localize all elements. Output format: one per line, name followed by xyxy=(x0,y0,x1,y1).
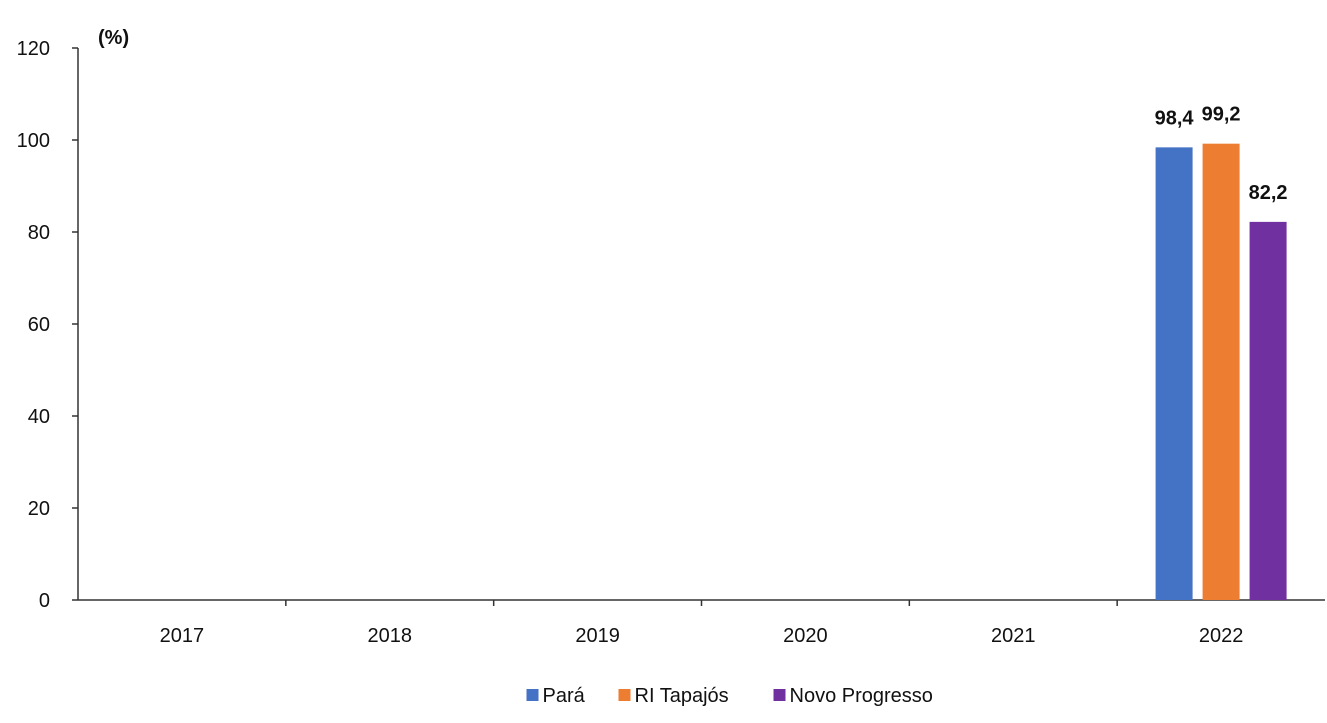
x-category-label: 2021 xyxy=(991,625,1036,647)
axes: (%) xyxy=(77,27,1325,601)
bars xyxy=(1155,143,1287,601)
legend-swatch xyxy=(618,689,631,701)
y-axis-unit-label: (%) xyxy=(98,27,129,49)
legend-label: RI Tapajós xyxy=(635,685,729,707)
data-label: 82,2 xyxy=(1249,182,1288,204)
bar-par--2022 xyxy=(1155,147,1193,601)
x-ticks: 2017 2018 2019 2020 2021 2022 xyxy=(160,600,1244,647)
legend-swatch xyxy=(773,689,786,701)
legend: Pará RI Tapajós Novo Progresso xyxy=(526,685,933,707)
legend-label: Novo Progresso xyxy=(790,685,933,707)
y-tick-label: 100 xyxy=(17,130,50,152)
x-category-label: 2020 xyxy=(783,625,828,647)
x-category-label: 2019 xyxy=(575,625,620,647)
y-tick-label: 60 xyxy=(28,314,50,336)
y-tick-label: 0 xyxy=(39,590,50,612)
legend-swatch xyxy=(526,689,539,701)
y-tick-label: 20 xyxy=(28,498,50,520)
data-label: 99,2 xyxy=(1202,104,1241,126)
y-tick-label: 40 xyxy=(28,406,50,428)
y-tick-label: 80 xyxy=(28,222,50,244)
data-label: 98,4 xyxy=(1155,107,1195,129)
y-ticks: 0 20 40 60 80 100 120 xyxy=(17,38,78,612)
x-category-label: 2022 xyxy=(1199,625,1244,647)
legend-label: Pará xyxy=(543,685,586,707)
bar-novo-progresso-2022 xyxy=(1249,221,1287,600)
x-category-label: 2017 xyxy=(160,625,205,647)
bar-ri-tapaj-s-2022 xyxy=(1202,143,1240,600)
data-labels: 98,4 99,2 82,2 xyxy=(1155,104,1288,204)
x-category-label: 2018 xyxy=(368,625,413,647)
y-tick-label: 120 xyxy=(17,38,50,60)
